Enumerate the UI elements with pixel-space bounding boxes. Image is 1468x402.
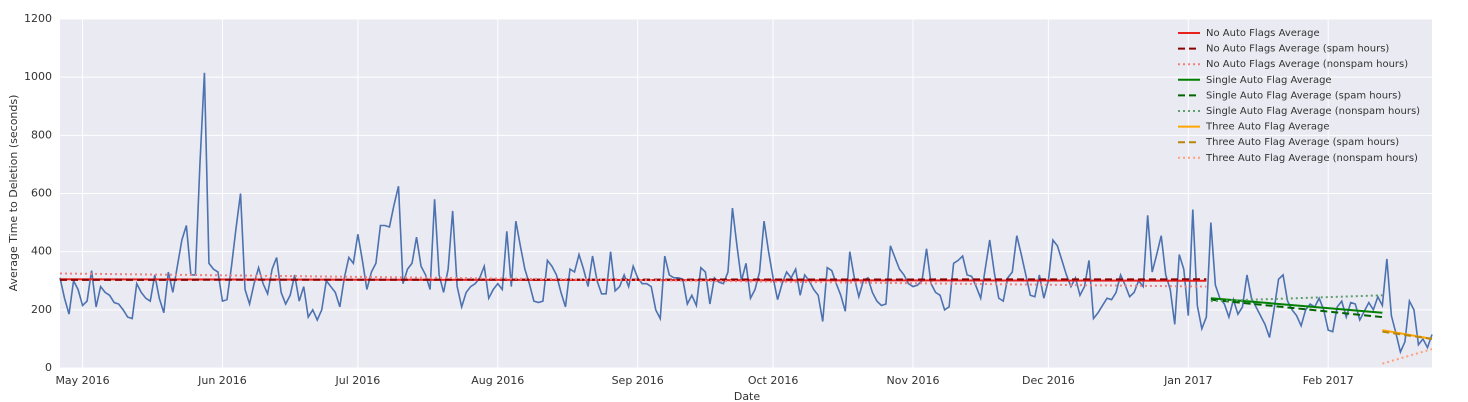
x-tick-label: May 2016 [55, 374, 109, 387]
x-tick-label: Dec 2016 [1022, 374, 1075, 387]
legend-label: Three Auto Flag Average (spam hours) [1205, 137, 1399, 148]
legend-label: Three Auto Flag Average (nonspam hours) [1205, 153, 1418, 164]
legend-label: No Auto Flags Average (spam hours) [1206, 44, 1389, 55]
series-line [59, 278, 1207, 281]
series-line [59, 272, 1207, 288]
y-tick-label: 800 [31, 128, 52, 141]
series-line [59, 72, 1433, 355]
series-line [1382, 330, 1433, 340]
x-tick-label: Jul 2016 [334, 374, 380, 387]
series-line [1210, 294, 1383, 303]
legend-label: No Auto Flags Average (nonspam hours) [1206, 59, 1408, 70]
x-axis-label: Date [734, 390, 761, 402]
x-tick-label: Jan 2017 [1163, 374, 1212, 387]
series-line [1210, 298, 1383, 319]
x-tick-label: Nov 2016 [887, 374, 940, 387]
legend-label: No Auto Flags Average [1206, 28, 1320, 39]
y-tick-label: 600 [31, 187, 52, 200]
y-tick-label: 1000 [24, 70, 52, 83]
y-axis-label: Average Time to Deletion (seconds) [7, 95, 20, 292]
y-tick-label: 0 [45, 361, 52, 374]
x-tick-label: Aug 2016 [471, 374, 524, 387]
legend-label: Single Auto Flag Average (nonspam hours) [1206, 106, 1420, 117]
legend-label: Single Auto Flag Average (spam hours) [1206, 90, 1401, 101]
x-tick-label: Jun 2016 [197, 374, 247, 387]
series-line [1210, 297, 1383, 314]
y-tick-label: 1200 [24, 12, 52, 25]
y-tick-label: 400 [31, 245, 52, 258]
legend-label: Single Auto Flag Average [1206, 75, 1332, 86]
x-tick-label: Sep 2016 [612, 374, 664, 387]
y-tick-label: 200 [31, 303, 52, 316]
x-tick-label: Feb 2017 [1303, 374, 1354, 387]
x-tick-label: Oct 2016 [748, 374, 799, 387]
legend-label: Three Auto Flag Average [1205, 122, 1329, 133]
series-line [1382, 348, 1433, 365]
